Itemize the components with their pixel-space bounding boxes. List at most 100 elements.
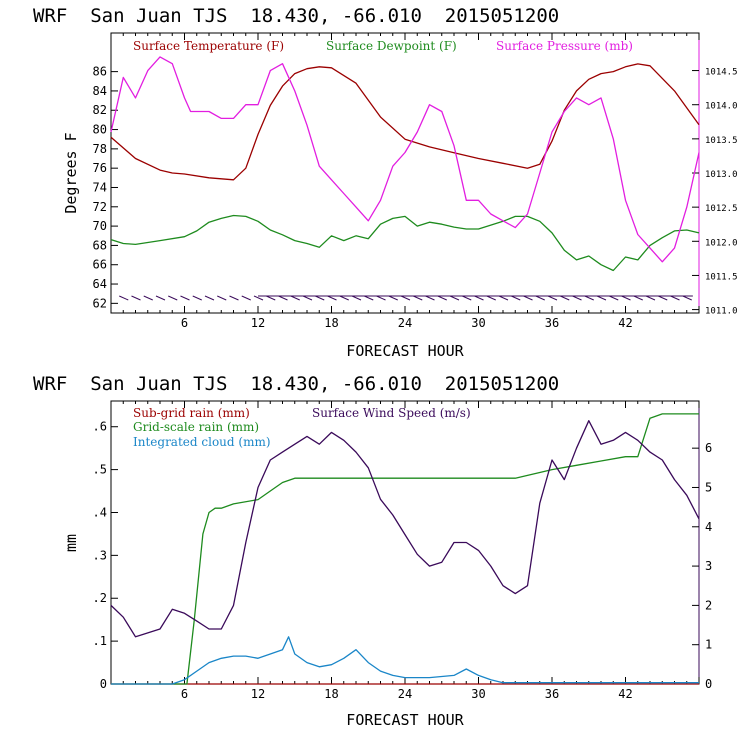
- x-tick-label: 42: [618, 687, 632, 701]
- wind-barb: [143, 295, 153, 301]
- wind-barb: [621, 295, 631, 301]
- y-tick-label: 70: [93, 219, 107, 233]
- wind-barb: [511, 295, 521, 301]
- wind-barb: [400, 295, 411, 301]
- y2-tick-label: 6: [705, 441, 712, 455]
- wind-barb: [278, 295, 288, 301]
- y2-tick-label: 1011.5: [705, 272, 738, 282]
- wind-barb: [682, 295, 692, 301]
- wind-barb: [131, 295, 141, 301]
- wind-barb: [155, 295, 166, 301]
- y-tick-label: .2: [93, 591, 107, 605]
- wind-barb: [351, 295, 362, 301]
- wind-barb: [609, 295, 619, 301]
- y2-tick-label: 4: [705, 520, 712, 534]
- wind-barb: [547, 295, 558, 301]
- legend-entry: Sub-grid rain (mm): [133, 406, 250, 420]
- wind-barb: [290, 295, 300, 301]
- wind-barb: [449, 295, 460, 301]
- y2-tick-label: 1014.5: [705, 68, 738, 78]
- x-tick-label: 12: [251, 316, 265, 330]
- y-tick-label: 84: [93, 84, 107, 98]
- legend-entry: Grid-scale rain (mm): [133, 420, 259, 434]
- wind-barb: [339, 295, 349, 301]
- series-line: [111, 413, 699, 685]
- y-tick-label: .1: [93, 634, 107, 648]
- series-line: [110, 63, 700, 181]
- wind-barb: [474, 295, 484, 301]
- wind-barb: [376, 295, 386, 301]
- y-tick-label: .4: [93, 505, 107, 519]
- x-tick-label: 18: [324, 316, 338, 330]
- legend-entry: Surface Dewpoint (F): [326, 39, 457, 53]
- y-tick-label: 74: [93, 180, 107, 194]
- series-line: [110, 56, 700, 263]
- y2-tick-label: 1012.0: [705, 238, 738, 248]
- wind-barb: [425, 295, 435, 301]
- x-tick-label: 42: [618, 316, 632, 330]
- temperature-chart: WRF San Juan TJS 18.430, -66.010 2015051…: [33, 5, 738, 360]
- y2-tick-label: 1: [705, 638, 712, 652]
- wind-barb: [596, 295, 607, 301]
- wind-barb: [168, 295, 178, 301]
- wind-barb: [523, 295, 533, 301]
- wind-barb: [119, 295, 129, 301]
- legend-entry: Surface Wind Speed (m/s): [312, 406, 471, 420]
- wind-barb: [413, 295, 423, 301]
- wind-barb: [388, 295, 398, 301]
- wind-barb: [266, 295, 276, 301]
- x-tick-label: 36: [545, 687, 559, 701]
- wind-barb: [192, 295, 202, 301]
- precipitation-chart: WRF San Juan TJS 18.430, -66.010 2015051…: [33, 373, 712, 729]
- legend-entry: Surface Pressure (mb): [496, 39, 633, 53]
- wind-barb: [229, 295, 239, 301]
- x-tick-label: 36: [545, 316, 559, 330]
- y2-tick-label: 1011.0: [705, 307, 738, 317]
- wind-barb: [302, 295, 313, 301]
- y-tick-label: 78: [93, 142, 107, 156]
- x-tick-label: 6: [181, 316, 188, 330]
- y2-tick-label: 0: [705, 677, 712, 691]
- x-axis-label: FORECAST HOUR: [346, 342, 464, 360]
- wind-barb: [364, 295, 374, 301]
- y2-tick-label: 1014.0: [705, 102, 738, 112]
- wind-barb: [658, 295, 668, 301]
- y-tick-label: 62: [93, 296, 107, 310]
- wind-barb: [462, 295, 472, 301]
- x-tick-label: 6: [181, 687, 188, 701]
- wind-barb: [327, 295, 337, 301]
- y-tick-label: 64: [93, 277, 107, 291]
- wind-barb: [253, 295, 264, 301]
- chart-header: WRF San Juan TJS 18.430, -66.010 2015051…: [33, 373, 559, 395]
- wind-barb: [584, 295, 594, 301]
- wind-barb: [437, 295, 447, 301]
- y2-tick-label: 5: [705, 480, 712, 494]
- y2-tick-label: 1012.5: [705, 204, 738, 214]
- y2-tick-label: 1013.5: [705, 136, 738, 146]
- wind-barb: [315, 295, 325, 301]
- chart-header: WRF San Juan TJS 18.430, -66.010 2015051…: [33, 5, 559, 27]
- series-line: [110, 214, 700, 272]
- wind-barb: [217, 295, 227, 301]
- legend-entry: Surface Temperature (F): [133, 39, 284, 53]
- wind-barb: [572, 295, 582, 301]
- y-tick-label: 76: [93, 161, 107, 175]
- x-axis-label: FORECAST HOUR: [346, 711, 464, 729]
- y-tick-label: 68: [93, 238, 107, 252]
- x-tick-label: 18: [324, 687, 338, 701]
- series-line: [110, 420, 700, 638]
- x-tick-label: 24: [398, 687, 412, 701]
- y-tick-label: 80: [93, 123, 107, 137]
- wind-barb: [180, 295, 190, 301]
- x-tick-label: 30: [471, 687, 485, 701]
- wind-barb: [486, 295, 496, 301]
- x-tick-label: 24: [398, 316, 412, 330]
- plot-frame: [110, 32, 700, 314]
- x-tick-label: 12: [251, 687, 265, 701]
- y-axis-label: mm: [62, 534, 80, 552]
- wind-barbs: [119, 295, 693, 301]
- y-tick-label: 66: [93, 258, 107, 272]
- y-tick-label: 82: [93, 103, 107, 117]
- legend-entry: Integrated cloud (mm): [133, 435, 271, 449]
- wind-barb: [560, 295, 570, 301]
